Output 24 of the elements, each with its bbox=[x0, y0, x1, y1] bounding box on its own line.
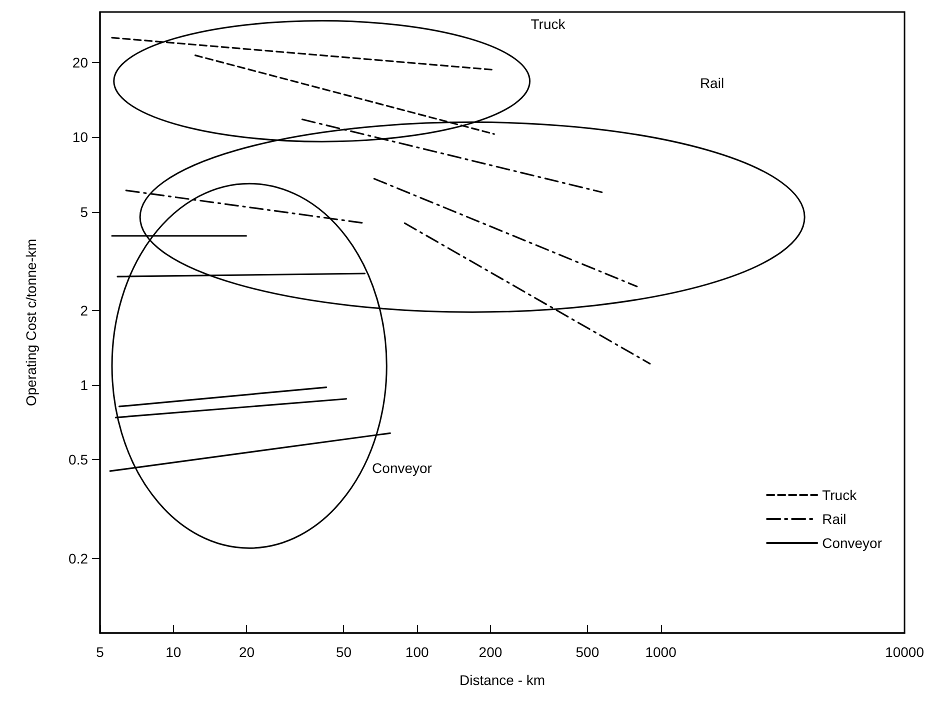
x-tick-label: 10 bbox=[166, 644, 182, 660]
x-tick-label: 5 bbox=[96, 644, 104, 660]
y-axis-title: Operating Cost c/tonne-km bbox=[23, 238, 39, 406]
x-tick-label: 10000 bbox=[885, 644, 924, 660]
legend-label: Conveyor bbox=[822, 535, 882, 551]
annotation: Rail bbox=[700, 75, 724, 91]
x-tick-label: 100 bbox=[405, 644, 429, 660]
legend-label: Rail bbox=[822, 511, 846, 527]
y-tick-label: 10 bbox=[72, 129, 88, 146]
y-tick-label: 0.5 bbox=[68, 452, 88, 468]
x-tick-label: 200 bbox=[478, 644, 502, 660]
x-tick-label: 1000 bbox=[645, 644, 677, 660]
x-tick-label: 50 bbox=[336, 644, 352, 660]
y-tick-label: 0.2 bbox=[68, 550, 88, 566]
x-tick-label: 20 bbox=[238, 644, 255, 660]
y-tick-label: 5 bbox=[80, 204, 88, 220]
annotation: Conveyor bbox=[372, 460, 432, 476]
x-axis-title: Distance - km bbox=[459, 672, 546, 688]
y-tick-label: 1 bbox=[80, 377, 88, 394]
annotation: Truck bbox=[530, 16, 566, 32]
x-tick-label: 500 bbox=[576, 644, 600, 660]
y-tick-label: 20 bbox=[72, 54, 88, 71]
y-tick-label: 2 bbox=[80, 302, 88, 318]
legend-label: Truck bbox=[822, 487, 858, 503]
